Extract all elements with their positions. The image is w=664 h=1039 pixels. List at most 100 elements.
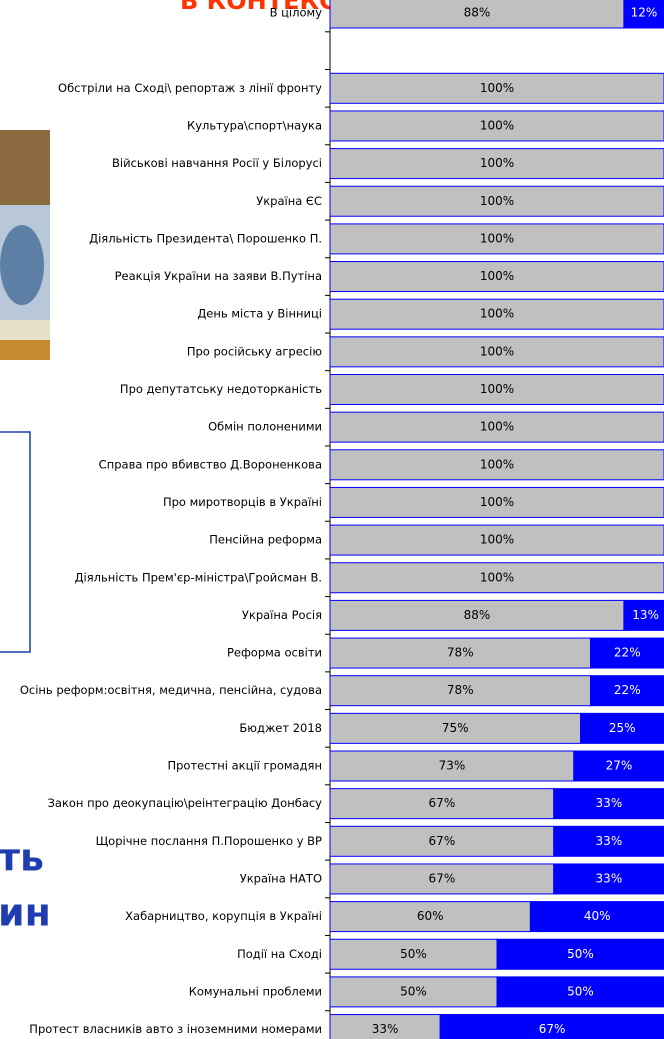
- value-label: 67%: [429, 834, 456, 848]
- bar-segment: [553, 788, 664, 820]
- bar-segment: [329, 863, 555, 895]
- value-label: 33%: [596, 796, 623, 810]
- bar-segment: [329, 298, 664, 330]
- bar-segment: [329, 336, 664, 368]
- value-label: 50%: [400, 947, 427, 961]
- value-label: 60%: [417, 909, 444, 923]
- category-label: Щорічне послання П.Порошенко у ВР: [96, 834, 322, 848]
- value-label: 100%: [480, 382, 514, 396]
- bar-segment: [590, 675, 664, 707]
- bar-segment: [529, 901, 664, 933]
- category-label: День міста у Вінниці: [197, 307, 322, 321]
- value-label: 33%: [372, 1022, 399, 1036]
- bar-segment: [329, 110, 664, 142]
- bar-segment: [329, 750, 575, 782]
- category-label: Діяльність Президента\ Порошенко П.: [89, 231, 322, 245]
- bar-segment: [329, 901, 531, 933]
- value-label: 88%: [464, 608, 491, 622]
- bar-segment: [580, 712, 664, 744]
- category-label: Україна Росія: [242, 608, 322, 622]
- background-text: ть: [0, 836, 44, 880]
- category-label: Пенсійна реформа: [209, 533, 322, 547]
- bar-segment: [329, 524, 664, 556]
- category-label: В цілому: [270, 6, 323, 20]
- value-label: 78%: [447, 646, 474, 660]
- value-label: 33%: [596, 871, 623, 885]
- bar-segment: [329, 148, 664, 180]
- value-label: 50%: [567, 947, 594, 961]
- value-label: 50%: [567, 984, 594, 998]
- value-label: 22%: [614, 683, 641, 697]
- value-label: 100%: [480, 570, 514, 584]
- bar-segment: [329, 185, 664, 217]
- category-label: Про російську агресію: [187, 344, 322, 358]
- bar-segment: [329, 599, 625, 631]
- bar-segment: [590, 637, 664, 669]
- value-label: 100%: [480, 194, 514, 208]
- value-label: 73%: [439, 759, 466, 773]
- value-label: 25%: [609, 721, 636, 735]
- bar-segment: [329, 562, 664, 594]
- category-label: Культура\спорт\наука: [187, 118, 322, 132]
- value-label: 50%: [400, 984, 427, 998]
- category-label: Справа про вбивство Д.Вороненкова: [99, 457, 322, 471]
- bar-segment: [329, 449, 664, 481]
- value-label: 75%: [442, 721, 469, 735]
- category-label: Реакція України на заяви В.Путіна: [115, 269, 322, 283]
- value-label: 100%: [480, 495, 514, 509]
- category-label: Осінь реформ:освітня, медична, пенсійна,…: [20, 683, 322, 697]
- bar-segment: [623, 0, 664, 29]
- bar-segment: [329, 1014, 441, 1039]
- value-label: 67%: [429, 796, 456, 810]
- bar-segment: [329, 637, 592, 669]
- bar-segment: [329, 976, 498, 1008]
- category-label: Україна НАТО: [240, 871, 322, 885]
- category-label: Україна ЄС: [256, 194, 322, 208]
- value-label: 100%: [480, 307, 514, 321]
- bar-segment: [553, 863, 664, 895]
- category-label: Хабарництво, корупція в Україні: [125, 909, 322, 923]
- background-box: [0, 431, 31, 653]
- category-label: Військові навчання Росії у Білорусі: [112, 156, 322, 170]
- category-label: Обмін полоненими: [208, 420, 322, 434]
- category-label: Протест власників авто з іноземними номе…: [29, 1022, 322, 1036]
- bar-segment: [329, 374, 664, 405]
- value-label: 78%: [447, 683, 474, 697]
- value-label: 100%: [480, 344, 514, 358]
- value-label: 100%: [480, 156, 514, 170]
- category-label: Про миротворців в Україні: [163, 495, 322, 509]
- value-label: 100%: [480, 269, 514, 283]
- value-label: 100%: [480, 231, 514, 245]
- value-label: 27%: [606, 759, 633, 773]
- value-label: 67%: [429, 871, 456, 885]
- category-label: Протестні акції громадян: [167, 759, 322, 773]
- bar-segment: [623, 599, 664, 631]
- value-label: 22%: [614, 646, 641, 660]
- bar-segment: [329, 712, 581, 744]
- value-label: 40%: [584, 909, 611, 923]
- bar-segment: [329, 411, 664, 443]
- category-label: Закон про деокупацію\реінтеграцію Донбас…: [48, 796, 323, 810]
- value-label: 88%: [464, 6, 491, 20]
- value-label: 100%: [480, 420, 514, 434]
- category-label: Обстріли на Сході\ репортаж з лінії фрон…: [58, 81, 322, 95]
- background-photo: [0, 130, 50, 360]
- category-label: Діяльність Прем'єр-міністра\Гройсман В.: [75, 570, 322, 584]
- category-label: Бюджет 2018: [239, 721, 322, 735]
- bar-segment: [496, 938, 664, 970]
- bar-segment: [553, 825, 664, 857]
- background-text: ин: [0, 891, 51, 935]
- bar-segment: [496, 976, 664, 1008]
- bar-segment: [329, 261, 664, 293]
- bar-segment: [329, 486, 664, 518]
- value-label: 100%: [480, 118, 514, 132]
- bar-segment: [439, 1014, 664, 1039]
- value-label: 100%: [480, 81, 514, 95]
- value-label: 33%: [596, 834, 623, 848]
- value-label: 100%: [480, 457, 514, 471]
- value-label: 100%: [480, 533, 514, 547]
- bar-segment: [573, 750, 664, 782]
- category-label: Події на Сході: [237, 947, 322, 961]
- category-label: Комунальні проблеми: [189, 984, 322, 998]
